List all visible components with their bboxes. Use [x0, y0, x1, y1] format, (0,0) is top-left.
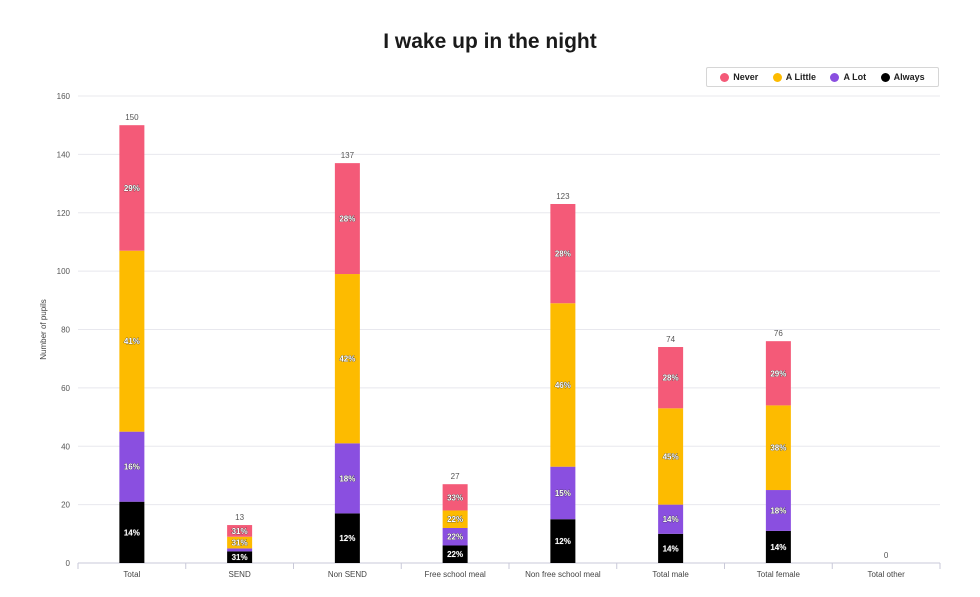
bar-segment: [227, 525, 253, 537]
bar-segment: [227, 551, 253, 563]
bar-segment: [765, 405, 791, 491]
chart-title: I wake up in the night: [383, 30, 597, 53]
segment-label: 18%: [339, 474, 355, 483]
segment-label: 38%: [770, 444, 786, 453]
y-tick-label: 100: [57, 267, 71, 276]
y-tick-label: 0: [66, 559, 71, 568]
legend-item[interactable]: A Little: [772, 72, 816, 82]
segment-label: 46%: [555, 381, 571, 390]
segment-label: 45%: [663, 452, 679, 461]
y-tick-label: 20: [61, 501, 70, 510]
segment-label: 14%: [124, 528, 140, 537]
bar-segment: [227, 536, 253, 549]
segment-label: 28%: [555, 250, 571, 259]
bar-segment: [334, 163, 360, 275]
legend-swatch: [720, 72, 730, 82]
segment-label: 12%: [339, 534, 355, 543]
x-tick-label: Total: [123, 570, 140, 579]
segment-label: 18%: [770, 506, 786, 515]
legend-item[interactable]: Never: [720, 72, 758, 82]
segment-label: 41%: [124, 337, 140, 346]
total-label: 0: [884, 551, 889, 560]
segment-label: 31%: [232, 539, 248, 548]
y-tick-label: 140: [57, 150, 71, 159]
total-label: 76: [774, 329, 783, 338]
legend-label: A Little: [785, 72, 816, 82]
bar-segment: [119, 250, 145, 432]
x-tick-label: Total other: [867, 570, 905, 579]
x-tick-label: Total male: [652, 570, 689, 579]
legend-swatch: [880, 72, 890, 82]
bar-segment: [658, 533, 684, 563]
bar-segment: [119, 431, 145, 502]
bar-segment: [550, 466, 576, 520]
bar-segment: [765, 530, 791, 563]
bar-segment: [550, 203, 576, 304]
segment-label: 28%: [339, 215, 355, 224]
bar-segment: [765, 490, 791, 531]
legend-item[interactable]: Always: [880, 72, 925, 82]
segment-label: 22%: [447, 533, 463, 542]
segment-label: 14%: [663, 515, 679, 524]
segment-label: 14%: [663, 544, 679, 553]
bar-segment: [442, 527, 468, 546]
segment-label: 29%: [124, 184, 140, 193]
total-label: 137: [341, 151, 355, 160]
x-tick-label: SEND: [229, 570, 251, 579]
bar-segment: [334, 443, 360, 514]
legend-label: Never: [733, 72, 759, 82]
segment-label: 33%: [447, 493, 463, 502]
y-tick-label: 120: [57, 209, 71, 218]
total-label: 27: [451, 472, 460, 481]
bar-segment: [550, 303, 576, 467]
bar-segment: [442, 510, 468, 528]
segment-label: 16%: [124, 463, 140, 472]
segment-label: 12%: [555, 537, 571, 546]
bar-segment: [227, 548, 253, 552]
bar-segment: [658, 504, 684, 534]
bar-segment: [658, 347, 684, 409]
total-label: 123: [556, 192, 570, 201]
segment-label: 22%: [447, 550, 463, 559]
segment-label: 28%: [663, 374, 679, 383]
x-tick-label: Non SEND: [328, 570, 367, 579]
total-label: 13: [235, 513, 244, 522]
legend-swatch: [772, 72, 782, 82]
total-label: 150: [125, 113, 139, 122]
segment-label: 14%: [770, 543, 786, 552]
legend: Never A Little A Lot Always: [706, 67, 939, 87]
y-tick-label: 160: [57, 92, 71, 101]
segment-label: 31%: [232, 553, 248, 562]
segment-label: 15%: [555, 489, 571, 498]
x-tick-label: Total female: [757, 570, 801, 579]
segment-label: 29%: [770, 369, 786, 378]
bar-segment: [550, 519, 576, 563]
x-tick-label: Non free school meal: [525, 570, 601, 579]
total-label: 74: [666, 335, 675, 344]
bar-segment: [442, 484, 468, 511]
legend-swatch: [830, 72, 840, 82]
segment-label: 22%: [447, 515, 463, 524]
bar-segment: [765, 341, 791, 406]
bar-segment: [334, 513, 360, 563]
bar-segment: [658, 408, 684, 505]
segment-label: 31%: [232, 527, 248, 536]
legend-item[interactable]: A Lot: [830, 72, 866, 82]
bar-segment: [442, 545, 468, 563]
y-axis-label: Number of pupils: [39, 299, 48, 359]
bar-segment: [119, 125, 145, 251]
y-tick-label: 60: [61, 384, 70, 393]
y-tick-label: 40: [61, 442, 70, 451]
bar-segment: [334, 274, 360, 444]
segment-label: 42%: [339, 355, 355, 364]
legend-label: A Lot: [843, 72, 867, 82]
y-tick-label: 80: [61, 326, 70, 335]
bar-segment: [119, 501, 145, 563]
x-tick-label: Free school meal: [424, 570, 486, 579]
legend-label: Always: [893, 72, 925, 82]
